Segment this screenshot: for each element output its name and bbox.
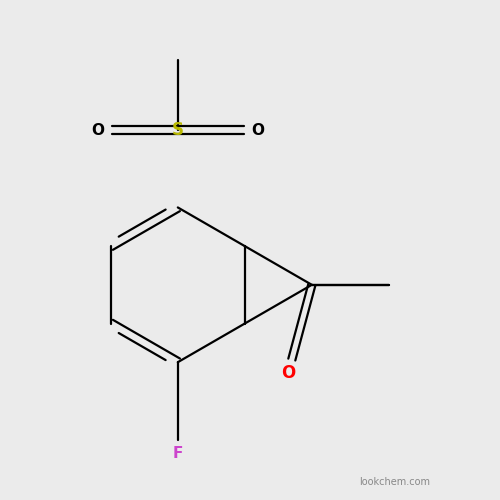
Text: F: F: [172, 446, 183, 461]
Text: S: S: [172, 121, 184, 139]
Text: O: O: [92, 122, 104, 138]
Text: O: O: [251, 122, 264, 138]
Text: lookchem.com: lookchem.com: [360, 478, 430, 488]
Text: O: O: [281, 364, 295, 382]
